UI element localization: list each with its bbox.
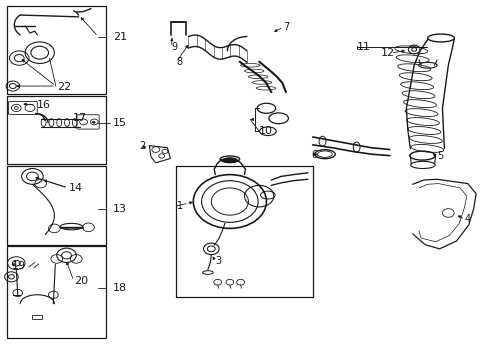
Text: 21: 21 (113, 32, 127, 41)
Bar (32, 315, 42, 319)
Text: 16: 16 (37, 100, 51, 110)
Text: 20: 20 (74, 276, 88, 286)
Text: 15: 15 (113, 118, 126, 128)
Ellipse shape (222, 158, 237, 163)
Text: 12: 12 (380, 48, 394, 58)
Bar (176, 166, 312, 297)
Text: 17: 17 (73, 113, 87, 123)
Bar (6, 166, 105, 244)
Text: 22: 22 (57, 82, 71, 92)
Text: 4: 4 (464, 215, 470, 224)
Text: 8: 8 (176, 57, 182, 67)
Text: 14: 14 (69, 183, 83, 193)
Text: 5: 5 (436, 150, 443, 161)
Text: 10: 10 (259, 126, 273, 136)
Text: 1: 1 (177, 201, 183, 211)
Text: 13: 13 (113, 204, 126, 215)
Text: 3: 3 (215, 256, 221, 266)
Text: 19: 19 (11, 261, 25, 271)
Text: 6: 6 (311, 150, 317, 160)
Text: 18: 18 (113, 283, 127, 293)
Text: 7: 7 (283, 22, 289, 32)
Text: 2: 2 (140, 141, 145, 151)
Bar (6, 246, 105, 338)
Bar (6, 96, 105, 164)
Bar (6, 6, 105, 94)
Text: 11: 11 (356, 42, 370, 52)
Text: 9: 9 (171, 42, 177, 52)
